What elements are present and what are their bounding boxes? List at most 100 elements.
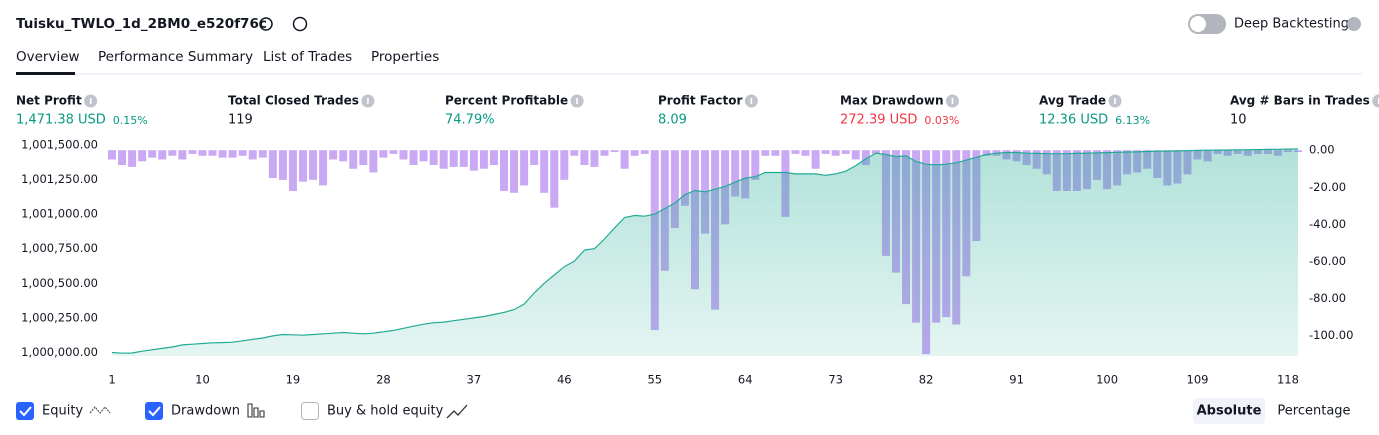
metric-value: 74.79% [445, 113, 495, 128]
x-tick-label: 91 [1009, 373, 1024, 387]
drawdown-bar [238, 150, 247, 156]
scale-button-active[interactable] [1193, 398, 1265, 424]
buy-hold-icon [446, 404, 468, 419]
drawdown-bar [982, 150, 991, 156]
info-icon-mark [1377, 98, 1379, 104]
y2-tick-label: -40.00 [1309, 217, 1346, 231]
settings-icon[interactable] [259, 17, 273, 31]
drawdown-bar [570, 150, 579, 156]
drawdown-bar [148, 150, 157, 158]
drawdown-bar [419, 150, 428, 162]
drawdown-bar [1294, 150, 1303, 153]
drawdown-bar [409, 150, 418, 166]
metric-sub: 0.15% [113, 114, 148, 127]
checkbox-unchecked[interactable] [301, 402, 319, 420]
x-tick-label: 64 [738, 373, 753, 387]
drawdown-bar [399, 150, 408, 160]
x-tick-label: 28 [376, 373, 391, 387]
drawdown-bar [258, 150, 267, 158]
checkbox-checked[interactable] [145, 402, 163, 420]
tab[interactable]: Overview [16, 49, 80, 65]
drawdown-bar [841, 150, 850, 154]
drawdown-bar [670, 150, 679, 229]
drawdown-bar [369, 150, 378, 173]
info-icon-mark [1114, 98, 1116, 104]
drawdown-bar [761, 150, 770, 156]
drawdown-bar [871, 150, 880, 154]
drawdown-bar [771, 150, 780, 156]
drawdown-bar [168, 150, 177, 156]
drawdown-bar [278, 150, 287, 180]
drawdown-bar [520, 150, 529, 186]
drawdown-bar [228, 150, 237, 158]
drawdown-bar [600, 150, 609, 156]
metric-value: 12.36 USD [1039, 113, 1108, 128]
drawdown-bar [339, 150, 348, 162]
drawdown-bar [821, 150, 830, 154]
info-icon [1372, 94, 1379, 108]
help-icon[interactable] [1347, 17, 1361, 31]
equity-icon [89, 406, 111, 414]
drawdown-bar [530, 150, 539, 166]
drawdown-bar [510, 150, 519, 193]
x-tick-label: 10 [195, 373, 210, 387]
checkbox-checked[interactable] [16, 402, 34, 420]
y-tick-label: 1,000,500.00 [21, 276, 98, 290]
legend-label: Equity [42, 404, 83, 419]
scale-button-label[interactable]: Percentage [1277, 404, 1350, 419]
drawdown-bar [439, 150, 448, 169]
drawdown-bar [108, 150, 117, 160]
x-tick-label: 109 [1187, 373, 1209, 387]
drawdown-bar [359, 150, 368, 166]
drawdown-bar [831, 150, 840, 156]
y2-tick-label: -60.00 [1309, 254, 1346, 268]
drawdown-bar [449, 150, 458, 167]
metric-value: 272.39 USD [840, 113, 917, 128]
y-tick-label: 1,001,500.00 [21, 137, 98, 151]
x-tick-label: 37 [467, 373, 482, 387]
metric-label: Avg # Bars in Trades [1230, 94, 1370, 108]
drawdown-bar [801, 150, 810, 156]
metric-label: Net Profit [16, 94, 82, 108]
drawdown-bar [298, 150, 307, 182]
x-tick-label: 100 [1096, 373, 1118, 387]
drawdown-bar [248, 150, 257, 160]
y-tick-label: 1,000,000.00 [21, 345, 98, 359]
tab[interactable]: List of Trades [263, 49, 352, 65]
drawdown-bar [811, 150, 820, 169]
metric-label: Total Closed Trades [228, 94, 359, 108]
drawdown-bar [751, 150, 760, 180]
drawdown-bar [731, 150, 740, 197]
drawdown-bar [861, 150, 870, 166]
drawdown-bar [288, 150, 297, 191]
tab[interactable]: Performance Summary [98, 49, 253, 65]
drawdown-bar [500, 150, 508, 191]
x-tick-label: 118 [1277, 373, 1299, 387]
y-tick-label: 1,000,250.00 [21, 310, 98, 324]
drawdown-bar [560, 150, 569, 180]
metric-label: Percent Profitable [445, 94, 568, 108]
y-tick-label: 1,001,250.00 [21, 172, 98, 186]
info-icon-mark [89, 98, 92, 104]
drawdown-bar [188, 150, 197, 154]
y-tick-label: 1,000,750.00 [21, 241, 98, 255]
drawdown-bar [118, 150, 127, 166]
drawdown-bar [489, 150, 498, 166]
info-icon-mark [367, 98, 369, 104]
drawdown-bar [349, 150, 358, 169]
drawdown-bar [309, 150, 318, 180]
metric-value: 8.09 [658, 113, 687, 128]
tab[interactable]: Properties [371, 49, 439, 65]
drawdown-bar [379, 150, 388, 158]
drawdown-bar [540, 150, 549, 193]
plot [108, 148, 1303, 356]
drawdown-bar [479, 150, 488, 169]
info-icon-mark [750, 98, 753, 104]
metric-value: 119 [228, 113, 253, 128]
y2-tick-label: -20.00 [1309, 180, 1346, 194]
drawdown-bar [459, 150, 468, 167]
x-tick-label: 55 [647, 373, 662, 387]
drawdown-bar [550, 150, 559, 208]
x-tick-label: 1 [108, 373, 115, 387]
alert-icon[interactable] [292, 16, 308, 32]
